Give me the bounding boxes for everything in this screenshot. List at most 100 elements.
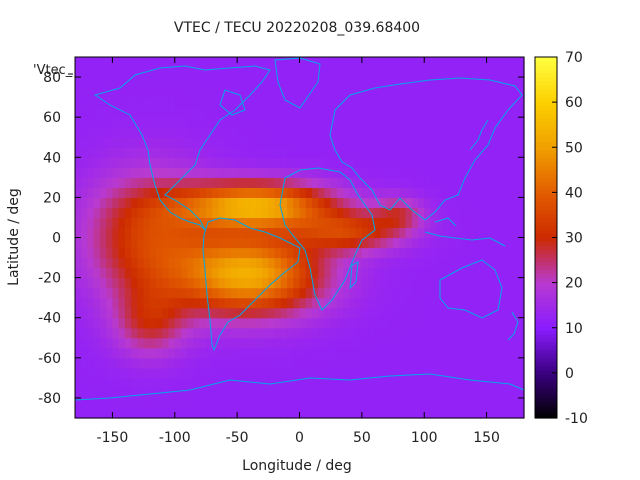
heatmap-cell [330, 227, 338, 239]
heatmap-cell [374, 167, 382, 178]
heatmap-cell [137, 277, 145, 289]
heatmap-cell [355, 287, 363, 299]
heatmap-cell [430, 227, 438, 239]
colorbar-cell [535, 221, 557, 227]
heatmap-cell [262, 287, 269, 299]
heatmap-cell [168, 157, 176, 168]
colorbar-cell [535, 165, 557, 170]
heatmap-cell [461, 397, 469, 409]
heatmap-cell [162, 377, 170, 389]
heatmap-cell [174, 317, 182, 329]
heatmap-cell [517, 277, 525, 289]
heatmap-cell [112, 227, 120, 239]
heatmap-cell [137, 297, 145, 309]
heatmap-cell [324, 117, 332, 128]
x-tick-label: -150 [97, 430, 129, 446]
heatmap-cell [380, 297, 388, 309]
heatmap-cell [75, 257, 82, 269]
heatmap-cell [461, 177, 469, 188]
heatmap-cell [492, 257, 500, 269]
heatmap-cell [449, 357, 457, 369]
colorbar-cell [535, 101, 557, 106]
heatmap-cell [374, 237, 382, 249]
heatmap-cell [274, 67, 282, 78]
heatmap-cell [399, 207, 407, 219]
heatmap-cell [262, 67, 269, 78]
heatmap-cell [280, 317, 288, 329]
heatmap-cell [249, 337, 257, 349]
heatmap-cell [343, 77, 350, 88]
heatmap-cell [205, 247, 213, 259]
heatmap-cell [199, 187, 207, 198]
heatmap-cell [499, 137, 506, 148]
heatmap-cell [499, 247, 506, 259]
heatmap-cell [162, 187, 170, 198]
heatmap-cell [374, 297, 382, 309]
heatmap-cell [212, 367, 220, 379]
heatmap-cell [255, 367, 263, 379]
heatmap-cell [243, 257, 251, 269]
heatmap-cell [118, 287, 126, 299]
heatmap-cell [399, 107, 407, 118]
heatmap-cell [492, 287, 500, 299]
heatmap-cell [268, 57, 276, 68]
heatmap-cell [299, 317, 307, 329]
heatmap-cell [199, 297, 207, 309]
heatmap-cell [343, 357, 350, 369]
heatmap-cell [505, 277, 513, 289]
colorbar-cell [535, 301, 557, 307]
heatmap-cell [436, 167, 444, 178]
heatmap-cell [205, 147, 213, 158]
heatmap-cell [237, 107, 244, 118]
heatmap-cell [474, 127, 481, 138]
heatmap-cell [424, 67, 432, 78]
heatmap-cell [324, 407, 332, 419]
heatmap-cell [455, 397, 463, 409]
heatmap-cell [81, 277, 89, 289]
heatmap-cell [187, 177, 195, 188]
heatmap-cell [305, 117, 313, 128]
heatmap-cell [455, 87, 463, 98]
heatmap-cell [318, 157, 326, 168]
heatmap-cell [461, 147, 469, 158]
heatmap-cell [355, 367, 363, 379]
heatmap-cell [368, 107, 375, 118]
heatmap-cell [455, 407, 463, 419]
heatmap-cell [193, 117, 201, 128]
heatmap-cell [181, 87, 188, 98]
heatmap-cell [380, 287, 388, 299]
heatmap-cell [143, 387, 151, 399]
heatmap-cell [287, 337, 294, 349]
heatmap-cell [274, 217, 282, 229]
heatmap-cell [449, 177, 457, 188]
heatmap-cell [449, 197, 457, 209]
heatmap-cell [349, 247, 357, 259]
heatmap-cell [343, 197, 350, 209]
heatmap-cell [299, 357, 307, 369]
heatmap-cell [499, 347, 506, 359]
heatmap-cell [93, 337, 101, 349]
heatmap-cell [486, 107, 494, 118]
heatmap-cell [162, 277, 170, 289]
heatmap-cell [324, 177, 332, 188]
heatmap-cell [467, 237, 475, 249]
heatmap-cell [181, 387, 188, 399]
heatmap-cell [505, 167, 513, 178]
heatmap-cell [212, 147, 220, 158]
heatmap-cell [287, 87, 294, 98]
heatmap-cell [336, 157, 344, 168]
heatmap-cell [149, 67, 157, 78]
heatmap-cell [405, 217, 413, 229]
heatmap-cell [511, 57, 519, 68]
heatmap-cell [336, 227, 344, 239]
heatmap-cell [149, 397, 157, 409]
heatmap-cell [212, 247, 220, 259]
heatmap-cell [118, 217, 126, 229]
heatmap-cell [262, 407, 269, 419]
heatmap-cell [156, 367, 163, 379]
heatmap-cell [218, 387, 226, 399]
heatmap-cell [262, 177, 269, 188]
heatmap-cell [224, 217, 232, 229]
heatmap-cell [124, 267, 132, 279]
heatmap-cell [93, 217, 101, 229]
